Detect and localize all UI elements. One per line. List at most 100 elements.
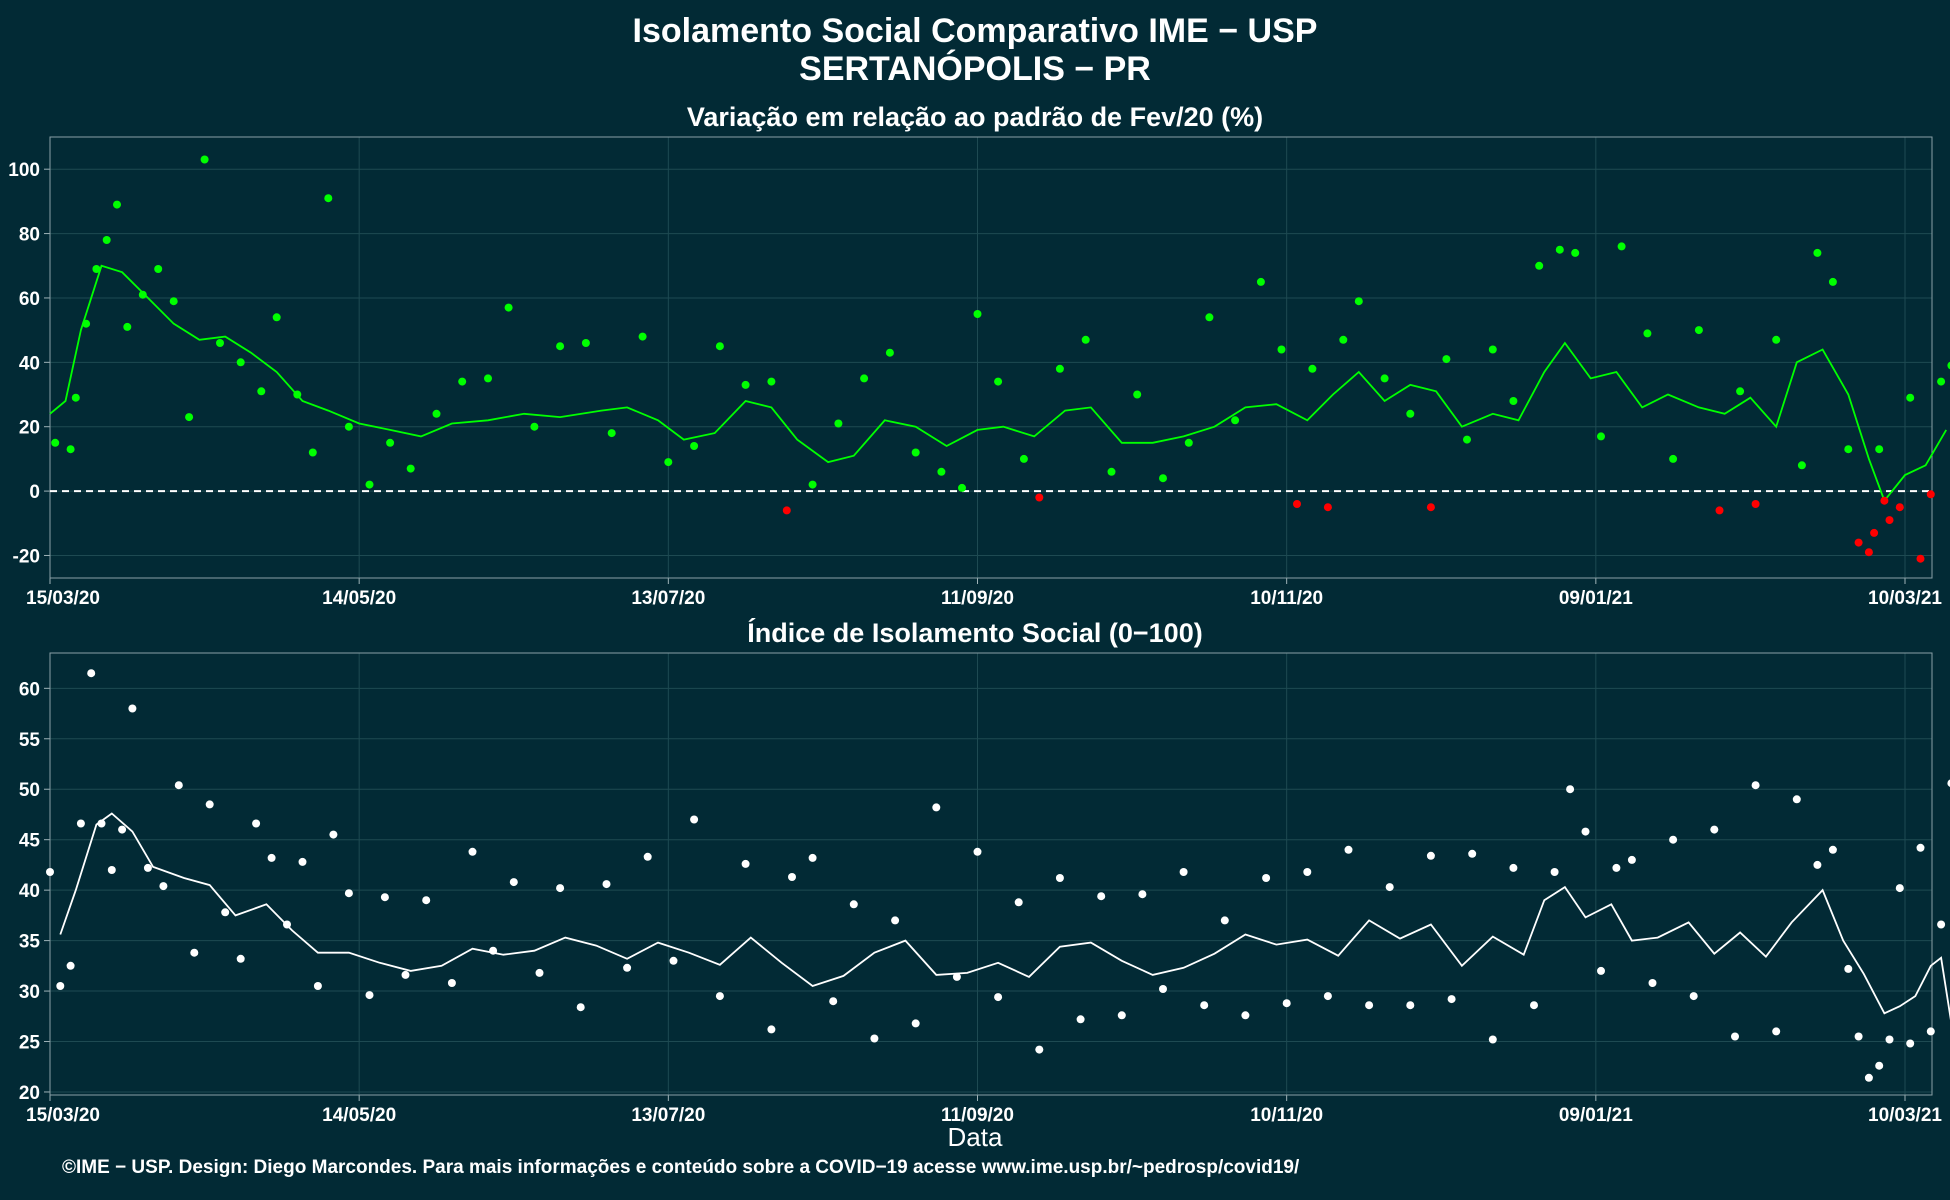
index-point <box>1581 827 1590 836</box>
index-point <box>221 908 230 917</box>
index-point <box>298 857 307 866</box>
index-point <box>973 847 982 856</box>
variation-point <box>1231 416 1240 425</box>
index-point <box>690 815 699 824</box>
variation-point <box>782 506 791 515</box>
variation-point <box>1947 361 1950 370</box>
variation-point <box>715 342 724 351</box>
y-tick-label: 40 <box>19 353 40 374</box>
variation-point <box>1308 364 1317 373</box>
variation-point <box>200 155 209 164</box>
variation-point <box>973 310 982 318</box>
index-point <box>66 961 75 970</box>
index-point <box>1097 892 1106 901</box>
y-tick-label: 80 <box>19 225 40 246</box>
variation-point <box>1463 435 1471 444</box>
variation-point <box>808 480 817 489</box>
variation-point <box>1828 277 1837 286</box>
index-point <box>1627 855 1636 864</box>
variation-point <box>1669 454 1678 463</box>
variation-point <box>82 319 91 328</box>
index-point <box>236 954 245 963</box>
panel-frame <box>49 652 1933 1096</box>
index-point <box>1344 845 1353 854</box>
variation-point <box>1354 297 1363 306</box>
variation-point <box>113 200 121 209</box>
index-point <box>401 970 410 979</box>
variation-point <box>1535 261 1544 270</box>
index-point <box>556 884 565 893</box>
variation-point <box>1885 516 1894 525</box>
y-tick-label: 30 <box>19 982 40 1003</box>
panel1-title: Variação em relação ao padrão de Fev/20 … <box>686 102 1264 132</box>
index-point <box>1689 992 1698 1001</box>
x-tick-label: 14/05/20 <box>322 1105 396 1126</box>
index-point <box>1926 1027 1935 1036</box>
index-point <box>1200 1001 1209 1010</box>
index-point <box>509 878 518 887</box>
index-point <box>1828 845 1837 854</box>
x-tick-label: 14/05/20 <box>322 588 396 609</box>
index-point <box>788 873 796 881</box>
variation-point <box>1159 474 1167 483</box>
x-tick-label: 13/07/20 <box>631 588 705 609</box>
index-point <box>1906 1039 1915 1048</box>
index-point <box>447 979 456 987</box>
index-point <box>329 830 338 839</box>
variation-point <box>293 390 302 399</box>
index-point <box>422 896 431 905</box>
variation-point <box>1081 335 1090 344</box>
index-point <box>1055 874 1064 882</box>
index-point <box>1937 920 1946 929</box>
index-point <box>1220 916 1229 925</box>
variation-point <box>272 313 281 322</box>
index-point <box>56 982 65 990</box>
variation-point <box>1323 503 1332 512</box>
index-point <box>741 859 750 868</box>
variation-point <box>1772 335 1781 344</box>
x-tick-label: 10/11/20 <box>1250 588 1323 609</box>
variation-point <box>1597 432 1605 441</box>
variation-point <box>1293 500 1301 508</box>
variation-point <box>308 448 317 457</box>
variation-point <box>1277 345 1286 354</box>
index-point <box>808 853 817 862</box>
y-tick-label: 55 <box>19 730 41 751</box>
index-point <box>1731 1032 1739 1041</box>
variation-point <box>386 438 395 447</box>
index-point <box>118 825 127 834</box>
index-point <box>1488 1035 1497 1044</box>
index-point <box>1530 1001 1538 1010</box>
variation-point <box>1875 445 1884 454</box>
variation-point <box>690 442 699 450</box>
variation-point <box>102 236 111 244</box>
variation-point <box>1880 496 1889 505</box>
index-point <box>1159 985 1167 993</box>
variation-point <box>958 483 966 492</box>
variation-point <box>432 409 441 418</box>
chart-title: Isolamento Social Comparativo IME − USP <box>632 12 1318 50</box>
index-point <box>1117 1011 1126 1020</box>
index-point <box>1303 868 1312 876</box>
index-point <box>669 956 678 965</box>
variation-point <box>1133 390 1142 399</box>
y-tick-label: 60 <box>19 289 40 310</box>
y-tick-label: 25 <box>19 1033 41 1054</box>
variation-point <box>1055 364 1064 373</box>
index-point <box>1385 883 1394 892</box>
variation-point <box>66 445 75 454</box>
y-tick-label: 0 <box>29 482 40 503</box>
variation-point <box>406 464 415 473</box>
variation-point <box>1339 335 1348 344</box>
index-point <box>715 992 724 1001</box>
variation-point <box>154 265 163 273</box>
x-tick-label: 10/11/20 <box>1250 1105 1323 1126</box>
variation-point <box>1509 397 1518 405</box>
index-point <box>767 1025 776 1034</box>
index-point <box>1406 1001 1415 1010</box>
index-point <box>1864 1073 1873 1082</box>
index-point <box>143 863 152 872</box>
index-point <box>313 982 322 990</box>
index-point <box>643 852 652 861</box>
